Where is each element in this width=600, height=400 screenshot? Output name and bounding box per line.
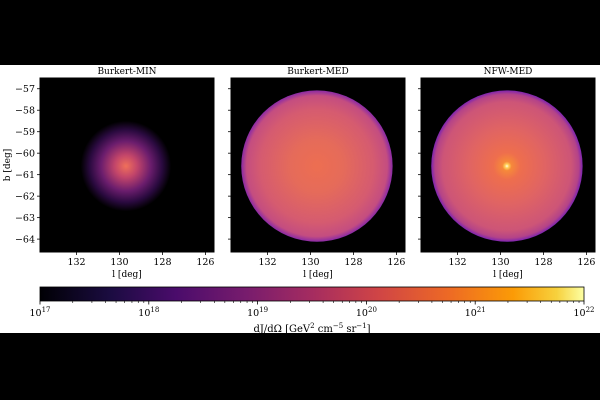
colorbar-tick-label: 1022 — [573, 306, 594, 319]
emission-blob — [80, 120, 172, 212]
emission-disk — [241, 90, 393, 242]
panel-burkert-min: Burkert-MIN 132 130 128 126 l [deg] −57 −58 −59 −… — [3, 67, 215, 280]
x-axis-label: l [deg] — [493, 270, 523, 280]
colorbar: 1017 1018 1019 1020 1021 1022 dJ/dΩ [GeV2 cm−5… — [29, 286, 595, 335]
panel-nfw-med: NFW-MED 132 130 128 126 l [deg] — [418, 67, 596, 280]
panel-title: NFW-MED — [484, 67, 533, 77]
x-tick-label: 128 — [153, 257, 171, 268]
x-tick-label: 128 — [344, 257, 362, 268]
colorbar-tick-label: 1018 — [138, 306, 159, 319]
panel-frame — [420, 77, 596, 253]
panels-group: Burkert-MIN 132 130 128 126 l [deg] −57 −58 −59 −… — [3, 67, 596, 280]
y-axis-label: b [deg] — [3, 149, 13, 182]
x-tick-label: 126 — [387, 257, 405, 268]
panel-burkert-med: Burkert-MED 132 130 128 126 l [deg] — [228, 67, 406, 280]
y-tick-label: −61 — [15, 170, 35, 181]
panel-title: Burkert-MED — [287, 67, 348, 77]
heatmap-figure: Burkert-MIN 132 130 128 126 l [deg] −57 −58 −59 −… — [3, 67, 596, 335]
colorbar-tick-label: 1017 — [29, 306, 50, 319]
colorbar-tick-label: 1019 — [247, 306, 268, 319]
emission-disk — [431, 90, 583, 242]
x-tick-label: 132 — [67, 257, 85, 268]
y-tick-label: −57 — [15, 84, 35, 95]
x-tick-label: 130 — [491, 257, 509, 268]
y-tick-label: −58 — [15, 106, 35, 117]
x-tick-label: 130 — [110, 257, 128, 268]
colorbar-tick-label: 1020 — [356, 306, 377, 319]
x-tick-label: 126 — [196, 257, 214, 268]
y-tick-label: −60 — [15, 149, 35, 160]
y-tick-label: −64 — [15, 235, 35, 246]
x-tick-label: 132 — [258, 257, 276, 268]
colorbar-label: dJ/dΩ [GeV2 cm−5 sr−1] — [253, 322, 370, 333]
colorbar-tick-label: 1021 — [465, 306, 486, 319]
x-tick-label: 128 — [534, 257, 552, 268]
colorbar-bar — [39, 286, 585, 302]
x-axis-label: l [deg] — [112, 270, 142, 280]
x-tick-label: 126 — [577, 257, 595, 268]
figure-canvas: Burkert-MIN 132 130 128 126 l [deg] −57 −58 −59 −… — [0, 65, 600, 335]
x-tick-label: 132 — [448, 257, 466, 268]
y-tick-label: −63 — [15, 213, 35, 224]
panel-frame — [39, 77, 215, 253]
y-tick-label: −59 — [15, 127, 35, 138]
y-tick-label: −62 — [15, 192, 35, 203]
panel-frame — [230, 77, 406, 253]
panel-title: Burkert-MIN — [97, 67, 156, 77]
x-tick-label: 130 — [301, 257, 319, 268]
x-axis-label: l [deg] — [303, 270, 333, 280]
